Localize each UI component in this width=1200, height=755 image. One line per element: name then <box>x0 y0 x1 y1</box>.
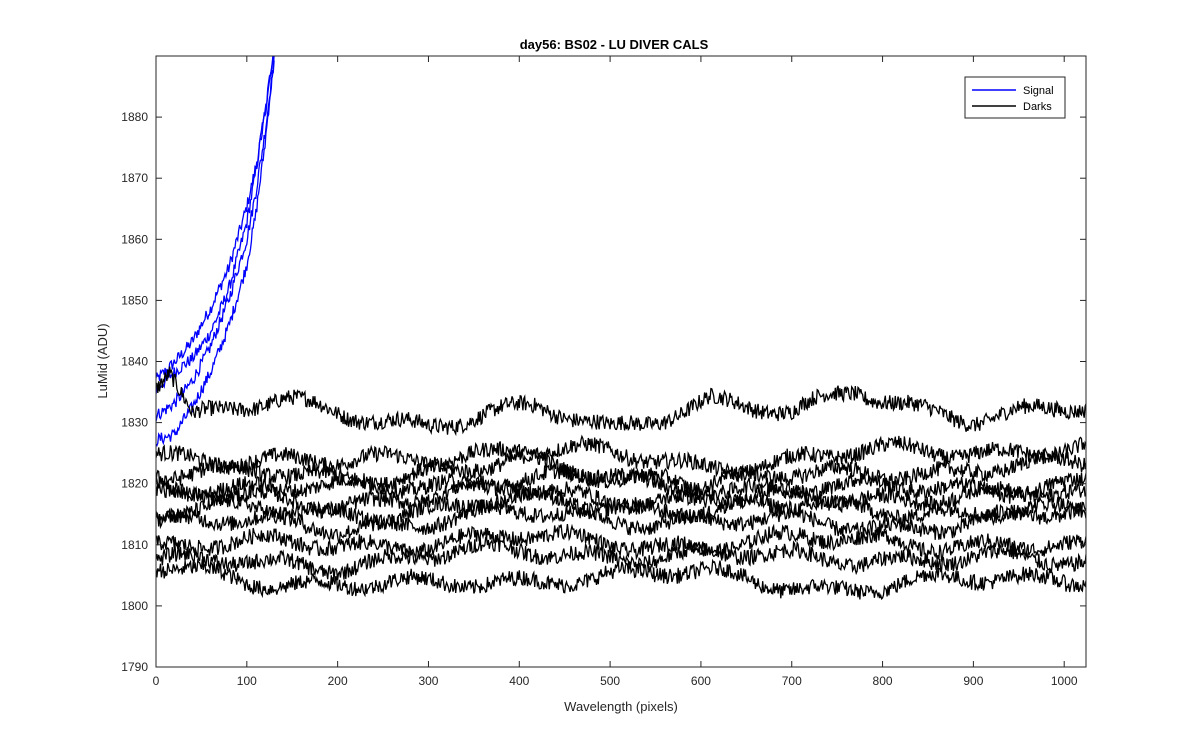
dark-trace-5 <box>156 485 1086 531</box>
dark-trace-0 <box>156 366 1086 437</box>
y-tick-label: 1850 <box>121 293 148 307</box>
y-tick-label: 1840 <box>121 355 148 369</box>
dark-trace-8 <box>156 536 1086 581</box>
y-tick-label: 1870 <box>121 171 148 185</box>
dark-trace-4 <box>156 475 1086 519</box>
y-tick-label: 1820 <box>121 477 148 491</box>
legend-label-signal: Signal <box>1023 85 1054 97</box>
y-tick-label: 1790 <box>121 660 148 674</box>
x-axis-label: Wavelength (pixels) <box>564 699 678 714</box>
signal-trace-2 <box>156 60 275 422</box>
x-tick-label: 700 <box>782 674 802 688</box>
dark-trace-2 <box>156 447 1086 498</box>
y-axis-label: LuMid (ADU) <box>95 323 110 398</box>
legend-box <box>964 76 1066 119</box>
signal-trace-0 <box>156 56 274 382</box>
x-tick-label: 500 <box>600 674 620 688</box>
x-tick-label: 0 <box>153 674 160 688</box>
x-tick-label: 300 <box>418 674 438 688</box>
y-tick-label: 1810 <box>121 538 148 552</box>
signal-trace-3 <box>156 56 275 447</box>
y-tick-label: 1800 <box>121 599 148 613</box>
x-tick-label: 1000 <box>1051 674 1078 688</box>
x-tick-label: 600 <box>691 674 711 688</box>
x-tick-label: 800 <box>873 674 893 688</box>
x-tick-label: 200 <box>328 674 348 688</box>
x-tick-label: 400 <box>509 674 529 688</box>
dark-trace-6 <box>156 496 1086 543</box>
dark-trace-1 <box>156 434 1086 483</box>
x-tick-label: 100 <box>237 674 257 688</box>
dark-trace-9 <box>156 558 1086 601</box>
legend-label-darks: Darks <box>1023 101 1052 113</box>
chart-title: day56: BS02 - LU DIVER CALS <box>520 37 709 52</box>
y-tick-label: 1860 <box>121 232 148 246</box>
legend: Signal Darks <box>964 76 1066 119</box>
x-tick-label: 900 <box>963 674 983 688</box>
dark-trace-3 <box>156 463 1086 504</box>
dark-trace-7 <box>156 523 1086 563</box>
y-tick-label: 1830 <box>121 416 148 430</box>
y-tick-label: 1880 <box>121 110 148 124</box>
